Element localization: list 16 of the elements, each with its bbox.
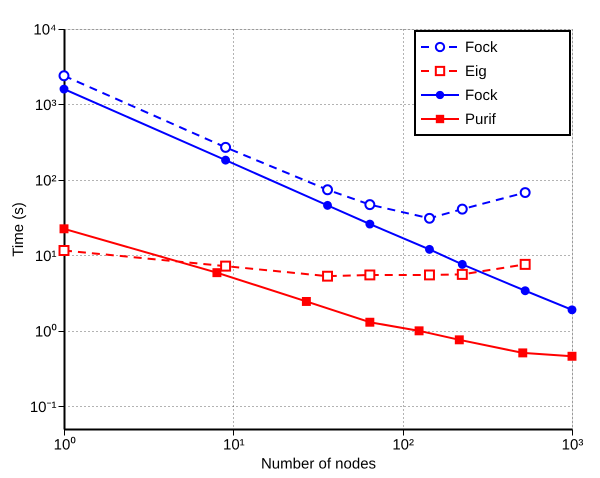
y-tick-label: 10³ bbox=[34, 96, 56, 114]
y-tick-label: 10² bbox=[34, 172, 56, 190]
y-tick-label: 10⁻¹ bbox=[30, 398, 56, 416]
legend-label: Purif bbox=[465, 111, 497, 128]
legend-label: Eig bbox=[465, 63, 487, 80]
y-axis-title: Time (s) bbox=[10, 202, 27, 257]
legend-label: Fock bbox=[465, 87, 498, 104]
y-tick-label: 10¹ bbox=[34, 248, 56, 265]
y-tick-label: 10⁰ bbox=[34, 323, 56, 340]
x-tick-label: 10² bbox=[392, 436, 414, 454]
x-tick-label: 10¹ bbox=[222, 436, 245, 454]
x-tick-label: 10³ bbox=[562, 436, 584, 454]
x-tick-label: 10⁰ bbox=[54, 436, 76, 454]
x-axis-title: Number of nodes bbox=[260, 456, 376, 472]
y-tick-label: 10⁴ bbox=[33, 22, 56, 38]
legend-label: Fock bbox=[465, 39, 498, 56]
